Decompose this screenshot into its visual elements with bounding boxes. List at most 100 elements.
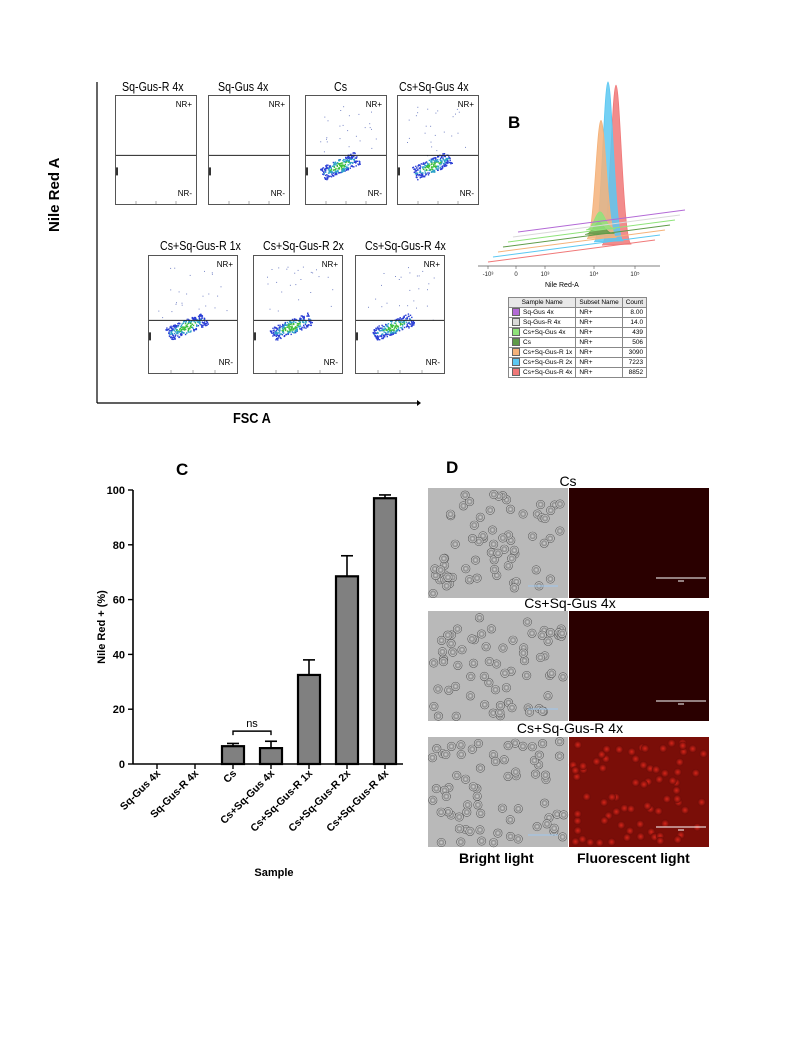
sample-name: Cs <box>523 339 531 346</box>
legend-swatch <box>512 318 520 327</box>
fluorescent-image <box>569 737 709 847</box>
count-cell: 8.00 <box>621 307 648 318</box>
table-row: Sq-Gus-R 4x NR+ 14.0 <box>507 317 648 328</box>
sample-name: Cs+Sq-Gus 4x <box>523 329 566 336</box>
plot-title-cs-sq-gus-r-2x: Cs+Sq-Gus-R 2x <box>263 238 344 253</box>
dot-plot-canvas <box>306 106 386 204</box>
plot-title-cs-sq-gus-r-4x: Cs+Sq-Gus-R 4x <box>365 238 446 253</box>
sample-name-cell: Cs+Sq-Gus-R 1x <box>507 347 577 358</box>
gate-label-nr-pos: NR+ <box>321 260 338 269</box>
dot-plot-canvas <box>149 267 237 373</box>
bright-field-cells <box>428 737 569 848</box>
fluorescent-image <box>569 488 709 598</box>
legend-swatch <box>512 308 520 317</box>
legend-swatch <box>512 368 520 377</box>
header-subset-name: Subset Name <box>575 297 623 308</box>
dot-plot-canvas <box>209 154 289 204</box>
table-row: Cs+Sq-Gus-R 4x NR+ 8852 <box>507 367 648 378</box>
sample-name-cell: Cs <box>507 337 577 348</box>
sample-name-cell: Sq-Gus 4x <box>507 307 577 318</box>
table-header-row: Sample Name Subset Name Count <box>507 297 648 308</box>
plot-title-cs: Cs <box>334 79 348 94</box>
bar <box>258 747 284 766</box>
histogram-x-tick: -10³ <box>483 272 494 278</box>
y-tick-label: 20 <box>113 704 125 716</box>
legend-swatch <box>512 348 520 357</box>
header-count: Count <box>621 297 648 308</box>
dot-plot: NR+ NR- <box>305 95 387 205</box>
gate-label-nr-neg: NR- <box>218 358 233 367</box>
sample-name: Sq-Gus-R 4x <box>523 319 561 326</box>
subset-name-cell: NR+ <box>575 307 623 318</box>
histogram-x-title: Nile Red-A <box>545 282 579 289</box>
dot-plot: NR+ NR- <box>355 255 445 374</box>
dot-plot-canvas <box>116 154 196 204</box>
dot-plot: NR+ NR- <box>208 95 290 205</box>
subset-name-cell: NR+ <box>575 357 623 368</box>
sample-name-cell: Cs+Sq-Gus-R 2x <box>507 357 577 368</box>
histogram-x-tick: 10⁴ <box>589 271 599 278</box>
panel-a-y-title: Nile Red A <box>46 157 63 232</box>
gate-label-nr-pos: NR+ <box>216 260 233 269</box>
caption-bright-light: Bright light <box>459 850 534 866</box>
bar <box>372 497 398 766</box>
sample-name-cell: Cs+Sq-Gus-R 4x <box>507 367 577 378</box>
gate-label-nr-neg: NR- <box>367 189 382 198</box>
gate-label-nr-pos: NR+ <box>365 100 382 109</box>
histogram-x-tick: 0 <box>514 272 518 278</box>
count-cell: 7223 <box>621 357 648 368</box>
bar <box>220 745 246 766</box>
panel-a-x-title: FSC A <box>233 410 271 427</box>
dot-plot-canvas <box>356 267 444 373</box>
plot-title-cs-sq-gus-4x: Cs+Sq-Gus 4x <box>399 79 469 94</box>
dot-plot: NR+ NR- <box>148 255 238 374</box>
sample-name: Cs+Sq-Gus-R 4x <box>523 369 573 376</box>
significance-label: ns <box>246 718 258 730</box>
sample-name: Cs+Sq-Gus-R 1x <box>523 349 573 356</box>
y-tick-label: 60 <box>113 595 125 607</box>
table-row: Cs NR+ 506 <box>507 337 648 348</box>
image-row-title-cs-sq-gus-r-4x: Cs+Sq-Gus-R 4x <box>516 720 624 736</box>
bar <box>334 575 360 766</box>
fluorescent-cells <box>568 738 708 847</box>
sample-name: Sq-Gus 4x <box>523 309 554 316</box>
sample-count-table: Sample Name Subset Name Count Sq-Gus 4x N… <box>507 297 648 378</box>
legend-swatch <box>512 338 520 347</box>
histogram-x-tick: 10³ <box>541 272 550 278</box>
sample-name-cell: Sq-Gus-R 4x <box>507 317 577 328</box>
y-tick-label: 80 <box>113 540 125 552</box>
micrograph-grid <box>428 488 709 848</box>
header-sample-name: Sample Name <box>507 297 577 308</box>
dot-plot: NR+ NR- <box>253 255 343 374</box>
panel-a-axes <box>96 82 421 406</box>
bright-field-cells <box>428 490 565 599</box>
gate-label-nr-pos: NR+ <box>175 100 192 109</box>
count-cell: 506 <box>621 337 648 348</box>
dot-plot: NR+ NR- <box>115 95 197 205</box>
gate-label-nr-neg: NR- <box>270 189 285 198</box>
subset-name-cell: NR+ <box>575 317 623 328</box>
gate-label-nr-pos: NR+ <box>457 100 474 109</box>
gate-label-nr-neg: NR- <box>323 358 338 367</box>
plot-title-cs-sq-gus-r-1x: Cs+Sq-Gus-R 1x <box>160 238 241 253</box>
y-axis-label: Nile Red + (%) <box>96 590 108 664</box>
subset-name-cell: NR+ <box>575 367 623 378</box>
gate-label-nr-pos: NR+ <box>268 100 285 109</box>
bar <box>296 673 322 766</box>
image-row-title-cs-sq-gus-4x: Cs+Sq-Gus 4x <box>524 595 616 611</box>
image-row-title-cs: Cs <box>559 473 577 489</box>
panel-b-label: B <box>508 113 521 132</box>
histogram-3d: -10³ 0 10³ 10⁴ 10⁵ <box>478 81 686 278</box>
x-tick-label: Cs <box>221 768 239 786</box>
panel-c-label: C <box>176 460 189 479</box>
count-cell: 439 <box>621 327 648 338</box>
panel-d-label: D <box>446 458 459 477</box>
table-row: Cs+Sq-Gus 4x NR+ 439 <box>507 327 648 338</box>
plot-title-sq-gus-r-4x: Sq-Gus-R 4x <box>122 79 184 94</box>
sample-name: Cs+Sq-Gus-R 2x <box>523 359 573 366</box>
fluorescent-image <box>569 611 709 721</box>
count-cell: 8852 <box>621 367 648 378</box>
gate-label-nr-pos: NR+ <box>423 260 440 269</box>
count-cell: 14.0 <box>621 317 648 328</box>
